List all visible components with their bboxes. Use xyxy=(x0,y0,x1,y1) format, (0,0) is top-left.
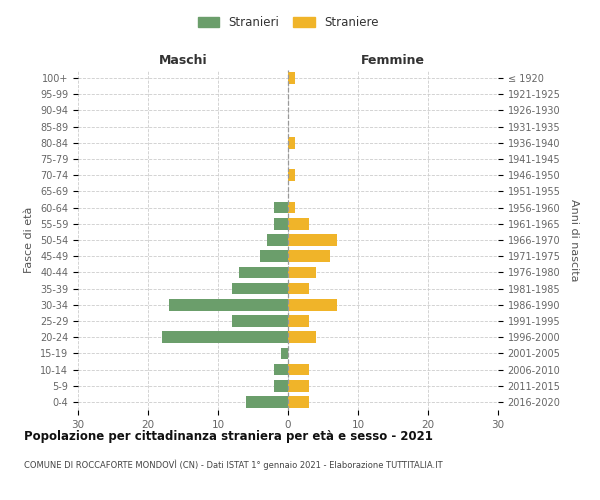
Bar xyxy=(274,218,288,230)
Bar xyxy=(288,282,309,294)
Bar xyxy=(288,364,309,376)
Bar xyxy=(288,266,316,278)
Bar xyxy=(267,234,288,246)
Bar xyxy=(274,380,288,392)
Bar xyxy=(288,250,330,262)
Bar xyxy=(288,202,295,213)
Bar xyxy=(162,332,288,343)
Bar xyxy=(260,250,288,262)
Bar xyxy=(246,396,288,407)
Bar xyxy=(288,72,295,84)
Legend: Stranieri, Straniere: Stranieri, Straniere xyxy=(197,16,379,29)
Bar xyxy=(288,218,309,230)
Bar xyxy=(232,315,288,327)
Y-axis label: Fasce di età: Fasce di età xyxy=(25,207,34,273)
Text: Maschi: Maschi xyxy=(158,54,208,68)
Bar xyxy=(288,380,309,392)
Bar xyxy=(239,266,288,278)
Bar xyxy=(288,396,309,407)
Text: Popolazione per cittadinanza straniera per età e sesso - 2021: Popolazione per cittadinanza straniera p… xyxy=(24,430,433,443)
Bar xyxy=(281,348,288,359)
Bar xyxy=(288,315,309,327)
Bar xyxy=(169,299,288,310)
Bar xyxy=(232,282,288,294)
Bar xyxy=(288,332,316,343)
Bar xyxy=(274,202,288,213)
Bar xyxy=(288,234,337,246)
Bar xyxy=(288,299,337,310)
Text: COMUNE DI ROCCAFORTE MONDOVÌ (CN) - Dati ISTAT 1° gennaio 2021 - Elaborazione TU: COMUNE DI ROCCAFORTE MONDOVÌ (CN) - Dati… xyxy=(24,460,443,470)
Bar xyxy=(288,170,295,181)
Bar xyxy=(274,364,288,376)
Bar xyxy=(288,137,295,148)
Y-axis label: Anni di nascita: Anni di nascita xyxy=(569,198,579,281)
Text: Femmine: Femmine xyxy=(361,54,425,68)
